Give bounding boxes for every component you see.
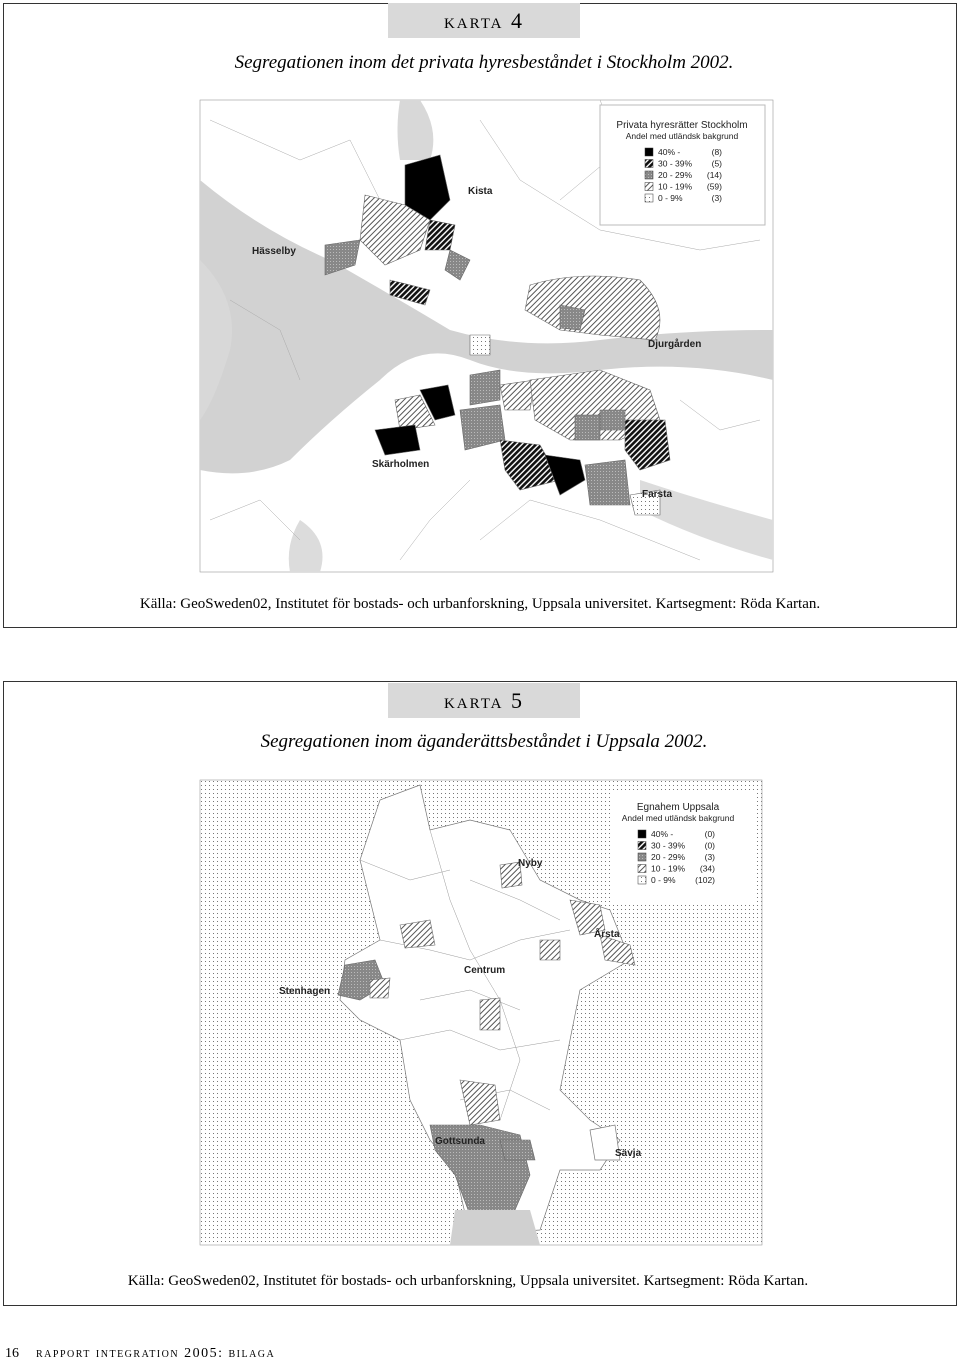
legend-swatch [637, 875, 647, 885]
legend-count: (59) [707, 182, 722, 192]
legend-swatch [637, 829, 647, 839]
heading: karta 4 [444, 8, 524, 33]
legend-range: 40% - [658, 147, 680, 157]
map: Nyby Årsta Centrum Stenhagen Gottsunda S… [199, 779, 763, 1246]
legend-count: (8) [712, 147, 723, 157]
legend-swatch [644, 193, 654, 203]
page-number: 16 [5, 1346, 19, 1361]
legend-swatch [637, 852, 647, 862]
map-label: Centrum [464, 965, 505, 976]
legend-subtitle: Andel med utländsk bakgrund [622, 813, 735, 823]
map-panel: karta 4 Segregationen inom det privata h… [3, 3, 957, 628]
legend-count: (102) [695, 875, 715, 885]
legend-title: Privata hyresrätter Stockholm [616, 120, 747, 131]
map-label: Djurgården [648, 338, 701, 350]
map-label: Kista [468, 186, 493, 197]
legend-swatch [644, 159, 654, 168]
legend-swatch [637, 864, 647, 873]
legend-range: 0 - 9% [651, 875, 676, 885]
map-label: Skärholmen [372, 459, 429, 470]
footer-text: rapport integration 2005: bilaga [36, 1346, 275, 1361]
legend-count: (3) [705, 852, 716, 862]
map: Kista Hässelby Djurgården Skärholmen Far… [199, 99, 774, 573]
legend-range: 30 - 39% [651, 841, 685, 851]
legend-count: (34) [700, 864, 715, 874]
map-label: Sävja [615, 1148, 642, 1159]
legend-range: 40% - [651, 829, 673, 839]
map-label: Hässelby [252, 246, 296, 257]
legend-range: 30 - 39% [658, 159, 692, 169]
source: Källa: GeoSweden02, Institutet för bosta… [140, 596, 820, 612]
title: Segregationen inom det privata hyresbest… [235, 52, 734, 73]
map-label: Gottsunda [435, 1136, 485, 1147]
legend-count: (5) [712, 159, 723, 169]
legend-range: 20 - 29% [658, 170, 692, 180]
legend-count: (0) [705, 841, 716, 851]
legend-swatch [644, 182, 654, 191]
map-label: Årsta [594, 927, 620, 940]
legend-title: Egnahem Uppsala [637, 802, 720, 813]
legend-range: 10 - 19% [658, 182, 692, 192]
map-label: Farsta [642, 489, 672, 500]
heading: karta 5 [444, 688, 524, 713]
legend-count: (3) [712, 193, 723, 203]
title: Segregationen inom äganderättsbeståndet … [261, 731, 708, 752]
legend: Privata hyresrätter Stockholm Andel med … [599, 104, 766, 226]
legend-subtitle: Andel med utländsk bakgrund [626, 131, 739, 141]
source: Källa: GeoSweden02, Institutet för bosta… [128, 1273, 808, 1289]
legend-range: 10 - 19% [651, 864, 685, 874]
map-label: Nyby [518, 858, 543, 869]
footer: 16 rapport integration 2005: bilaga [5, 1346, 275, 1361]
map-label: Stenhagen [279, 986, 330, 997]
legend-swatch [644, 170, 654, 180]
legend-count: (0) [705, 829, 716, 839]
legend: Egnahem Uppsala Andel med utländsk bakgr… [612, 790, 757, 905]
legend-range: 0 - 9% [658, 193, 683, 203]
map-panel: karta 5 Segregationen inom äganderättsbe… [3, 681, 957, 1306]
legend-count: (14) [707, 170, 722, 180]
legend-swatch [644, 147, 654, 157]
legend-swatch [637, 841, 647, 850]
legend-range: 20 - 29% [651, 852, 685, 862]
